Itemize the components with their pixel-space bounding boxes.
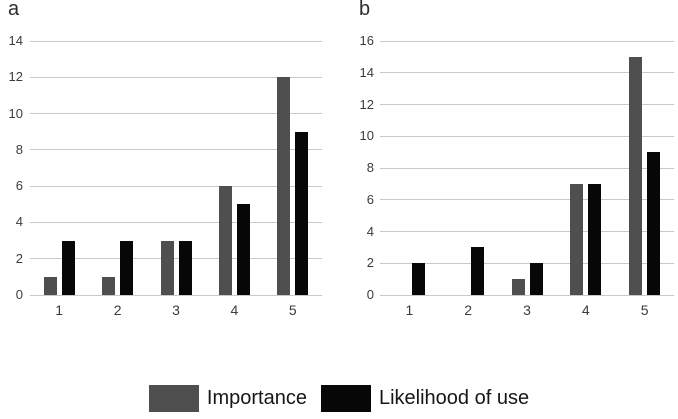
gridline [30,40,322,42]
bar-importance-category-5 [277,77,291,295]
gridline [380,104,674,105]
legend-swatch-icon [320,384,371,412]
bar-importance-category-4 [570,183,584,295]
gridline [380,199,674,201]
bar-importance-category-1 [43,276,57,295]
bar-importance-category-3 [511,279,525,295]
bar-importance-category-2 [102,276,116,295]
gridline [380,167,674,169]
x-tick-label: 5 [640,302,649,318]
bar-likelihood-of-use-category-4 [236,204,250,295]
gridline [380,72,674,74]
gridline [380,294,674,296]
y-axis-labels-b: 0 2 4 6 8 10 12 14 16 [341,33,374,302]
bar-likelihood-of-use-category-1 [61,240,75,295]
y-tick-label: 0 [15,287,23,302]
y-tick-label: 10 [359,128,374,144]
plot-area-a [30,40,322,296]
gridline [30,258,322,260]
bar-importance-category-5 [629,56,643,295]
bar-likelihood-of-use-category-1 [411,263,425,295]
bar-likelihood-of-use-category-2 [120,240,134,295]
legend-item-likelihood: Likelihood of use [320,384,530,412]
y-tick-label: 8 [366,160,374,175]
bar-importance-category-4 [218,186,232,295]
gridline [380,135,674,137]
bar-likelihood-of-use-category-5 [647,152,661,295]
y-tick-label: 12 [8,69,23,85]
y-tick-label: 6 [15,178,23,194]
gridline [30,149,322,151]
panel-label-b: b [359,0,371,20]
y-tick-label: 2 [366,255,374,271]
gridline [380,231,674,232]
y-tick-label: 2 [15,250,23,266]
bar-likelihood-of-use-category-3 [178,240,192,295]
bar-likelihood-of-use-category-4 [588,183,602,295]
gridline [380,40,674,42]
x-axis-labels-a: 1 2 3 4 5 [30,302,322,320]
bar-importance-category-3 [160,240,174,295]
gridline [380,262,674,264]
x-tick-label: 1 [55,302,64,318]
x-tick-label: 3 [172,302,180,318]
x-tick-label: 4 [581,302,590,318]
y-tick-label: 6 [366,191,374,207]
y-tick-label: 0 [366,287,374,302]
legend-swatch-icon [148,384,199,412]
legend-item-importance: Importance [148,384,307,412]
legend-label: Likelihood of use [378,386,530,409]
x-tick-label: 4 [230,302,239,318]
y-axis-labels-a: 0 2 4 6 8 10 12 14 [0,33,23,302]
bar-likelihood-of-use-category-2 [470,247,484,295]
y-tick-label: 10 [8,105,23,121]
x-tick-label: 2 [113,302,122,318]
chart-legend: Importance Likelihood of use [0,384,678,412]
bar-likelihood-of-use-category-3 [529,263,543,295]
x-axis-labels-b: 1 2 3 4 5 [380,302,674,320]
gridline [30,221,322,223]
x-tick-label: 5 [288,302,297,318]
y-tick-label: 4 [15,214,23,230]
bar-likelihood-of-use-category-5 [295,131,309,295]
panel-label-a: a [8,0,20,20]
gridline [30,185,322,187]
plot-area-b [380,40,674,296]
y-tick-label: 14 [359,64,374,80]
x-tick-label: 2 [464,302,473,318]
y-tick-label: 4 [366,223,374,239]
x-tick-label: 1 [405,302,414,318]
gridline [30,294,322,296]
gridline [30,76,322,78]
y-tick-label: 12 [359,96,374,112]
gridline [30,113,322,115]
legend-label: Importance [206,386,307,409]
y-tick-label: 8 [15,141,23,157]
x-tick-label: 3 [523,302,531,318]
y-tick-label: 16 [359,33,374,48]
y-tick-label: 14 [8,33,23,48]
